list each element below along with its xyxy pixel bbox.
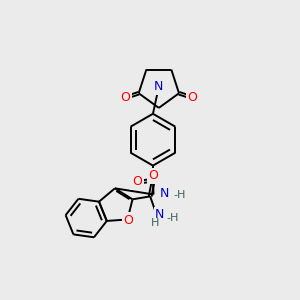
Text: N: N bbox=[154, 80, 164, 93]
Text: H: H bbox=[151, 218, 160, 228]
Text: O: O bbox=[148, 169, 158, 182]
Text: O: O bbox=[123, 214, 133, 226]
Text: O: O bbox=[132, 175, 142, 188]
Text: O: O bbox=[188, 91, 197, 104]
Text: -H: -H bbox=[167, 213, 179, 223]
Text: N: N bbox=[160, 187, 169, 200]
Text: N: N bbox=[155, 208, 165, 221]
Text: -H: -H bbox=[174, 190, 186, 200]
Text: O: O bbox=[120, 91, 130, 104]
